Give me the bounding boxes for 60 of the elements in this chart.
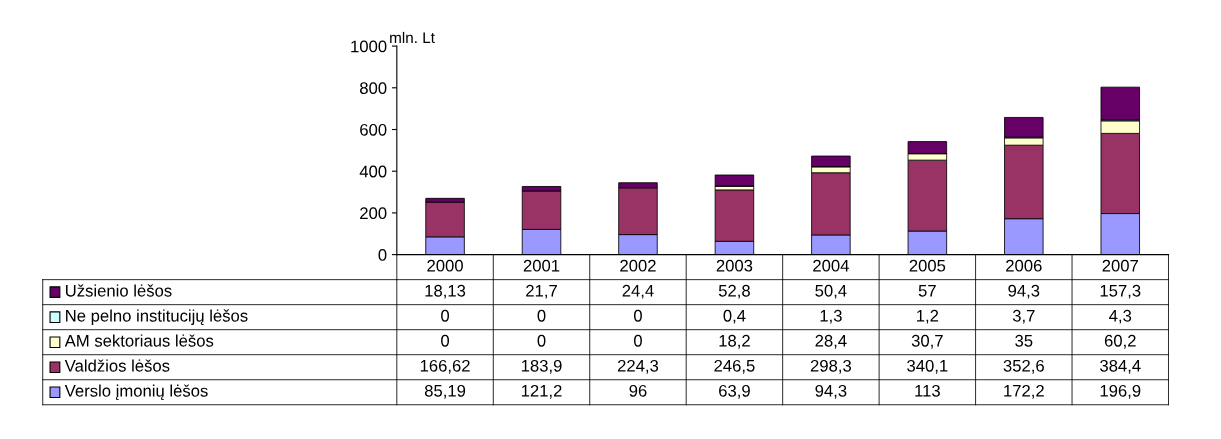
- data-label: 0: [537, 334, 546, 347]
- data-label: 35: [1015, 334, 1033, 347]
- data-label: 63,9: [719, 384, 750, 399]
- data-label: 85,19: [424, 384, 466, 399]
- data-label: 172,2: [1004, 384, 1044, 399]
- data-label: 30,7: [911, 334, 943, 349]
- y-tick-label: 400: [359, 165, 387, 178]
- data-label: 183,9: [521, 359, 562, 374]
- data-label: 298,3: [810, 359, 852, 374]
- data-label: 94,3: [1008, 284, 1040, 299]
- x-tick-label: 2006: [1006, 259, 1042, 272]
- legend-label: AM sektoriaus lėšos: [64, 334, 214, 347]
- x-tick-label: 2003: [716, 259, 753, 272]
- y-axis-title: mln. Lt: [390, 31, 435, 44]
- x-tick-label: 2000: [427, 259, 463, 272]
- legend-label: Užsienio lėšos: [66, 284, 172, 297]
- legend-label: Verslo įmonių lėšos: [64, 384, 208, 401]
- data-label: 96: [629, 384, 647, 397]
- data-label: 60,2: [1104, 334, 1136, 349]
- data-label: 28,4: [815, 334, 847, 349]
- legend-label: Valdžios lėšos: [64, 359, 170, 372]
- x-tick-label: 2002: [620, 259, 656, 272]
- data-label: 3,7: [1012, 309, 1035, 324]
- data-label: 0: [537, 309, 546, 322]
- data-label: 224,3: [617, 359, 659, 374]
- data-label: 121,2: [521, 384, 562, 399]
- data-label: 21,7: [526, 284, 557, 299]
- data-label: 157,3: [1100, 284, 1141, 299]
- data-label: 94,3: [815, 384, 847, 399]
- data-label: 1,3: [820, 309, 842, 324]
- data-label: 384,4: [1100, 359, 1141, 374]
- y-tick-label: 200: [360, 207, 387, 220]
- data-label: 166,62: [420, 359, 470, 374]
- data-label: 50,4: [815, 284, 847, 299]
- data-label: 0: [633, 334, 642, 347]
- data-label: 352,6: [1003, 359, 1044, 374]
- x-tick-label: 2005: [909, 259, 946, 272]
- data-label: 52,8: [718, 284, 750, 299]
- data-label: 0,4: [723, 309, 746, 324]
- data-label: 18,2: [719, 334, 750, 349]
- y-tick-label: 800: [360, 82, 387, 94]
- y-tick-label: 0: [378, 249, 387, 261]
- x-tick-label: 2004: [813, 259, 849, 272]
- data-label: 196,9: [1100, 384, 1141, 399]
- y-tick-label: 1000: [351, 40, 387, 53]
- y-tick-label: 600: [360, 123, 387, 136]
- data-label: 18,13: [425, 284, 466, 299]
- x-tick-label: 2007: [1102, 259, 1138, 272]
- data-label: 246,5: [714, 359, 755, 374]
- data-label: 4,3: [1109, 309, 1132, 324]
- data-label: 57: [918, 285, 936, 297]
- data-label: 340,1: [907, 359, 948, 374]
- data-label: 113: [915, 384, 940, 397]
- data-label: 24,4: [622, 284, 654, 299]
- x-tick-label: 2001: [523, 259, 560, 272]
- data-label: 0: [441, 309, 450, 322]
- legend-label: Ne pelno institucijų lėšos: [66, 309, 248, 325]
- data-label: 0: [441, 334, 450, 347]
- data-label: 1,2: [917, 309, 939, 324]
- data-label: 0: [633, 309, 642, 322]
